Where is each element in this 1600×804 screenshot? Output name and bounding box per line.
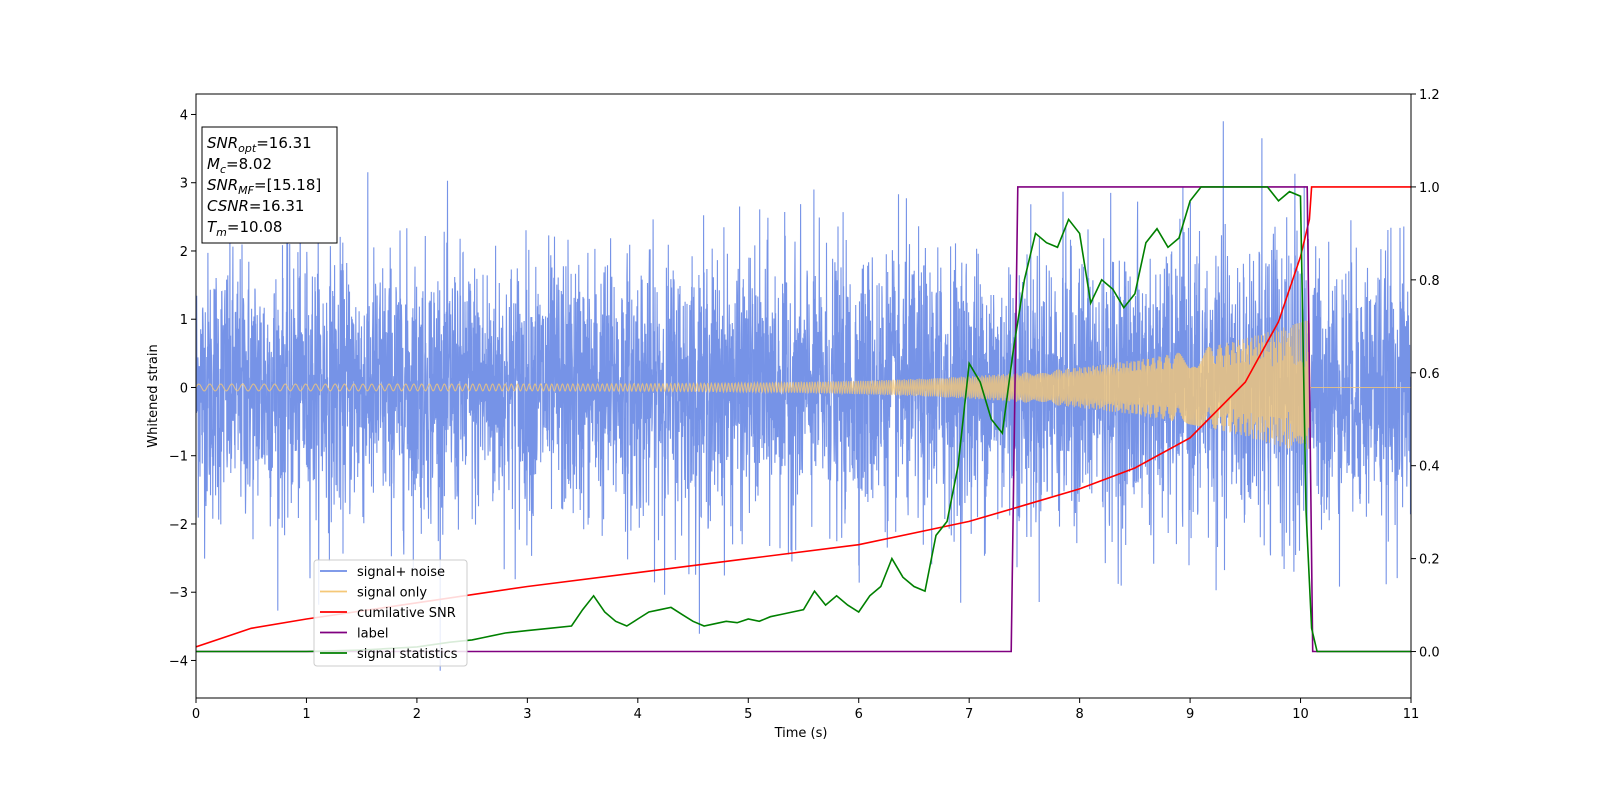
x-tick-label: 5: [744, 707, 752, 722]
x-tick-label: 2: [413, 707, 421, 722]
plot-frame: [195, 93, 1412, 699]
y-tick-label-right: 0.6: [1419, 367, 1440, 382]
x-tick-label: 11: [1403, 707, 1420, 722]
y-tick-label-right: 0.0: [1419, 646, 1440, 661]
axes-layer: 0 1 2 3 4 5 6 7 8 9 10 11 −4 −3 −2 −1 0 1 2 3 4 0.0 0.2 0.4 0.6 0…: [169, 88, 1440, 722]
x-tick-label: 3: [523, 707, 531, 722]
info-box-frame: [201, 126, 338, 244]
info-line: CSNR=16.31: [207, 197, 304, 215]
info-line: Mc=8.02: [207, 155, 272, 176]
series-signal-noise: [196, 121, 1411, 671]
y-tick-label-left: −4: [169, 654, 188, 669]
y-tick-label-left: 2: [180, 245, 188, 260]
x-tick-label: 0: [192, 707, 200, 722]
x-tick-label: 10: [1292, 707, 1309, 722]
x-axis-label: Time (s): [774, 726, 828, 741]
y-tick-label-right: 0.2: [1419, 553, 1440, 568]
legend-frame: [313, 559, 468, 667]
legend-label: cumilative SNR: [357, 606, 456, 621]
x-tick-label: 6: [855, 707, 863, 722]
legend-label: label: [357, 627, 388, 642]
y-tick-label-right: 0.8: [1419, 274, 1440, 289]
legend-label: signal+ noise: [357, 565, 445, 580]
y-tick-label-left: 3: [180, 177, 188, 192]
legend-label: signal statistics: [357, 647, 458, 662]
y-tick-label-left: 0: [180, 381, 188, 396]
y-tick-label-left: 4: [180, 108, 188, 123]
x-tick-label: 9: [1186, 707, 1194, 722]
series-signal-only: [196, 320, 1411, 450]
info-line: SNRopt=16.31: [207, 134, 312, 155]
x-tick-label: 7: [965, 707, 973, 722]
info-box: SNRopt=16.31Mc=8.02SNRMF=[15.18]CSNR=16.…: [201, 126, 338, 244]
x-tick-label: 1: [302, 707, 310, 722]
info-line: Tm=10.08: [207, 218, 282, 239]
y-axis-label: Whitened strain: [146, 344, 161, 447]
y-tick-label-left: −2: [169, 518, 188, 533]
y-tick-label-right: 0.4: [1419, 460, 1440, 475]
y-tick-label-left: 1: [180, 313, 188, 328]
y-tick-label-right: 1.0: [1419, 181, 1440, 196]
legend: signal+ noise signal only cumilative SNR la…: [313, 559, 468, 667]
x-tick-label: 4: [634, 707, 642, 722]
y-tick-label-left: −1: [169, 450, 188, 465]
x-tick-label: 8: [1075, 707, 1083, 722]
series-signal-statistics: [196, 186, 1411, 653]
y-tick-label-left: −3: [169, 586, 188, 601]
y-tick-label-right: 1.2: [1419, 88, 1440, 103]
legend-label: signal only: [357, 586, 427, 601]
info-line: SNRMF=[15.18]: [207, 176, 321, 197]
